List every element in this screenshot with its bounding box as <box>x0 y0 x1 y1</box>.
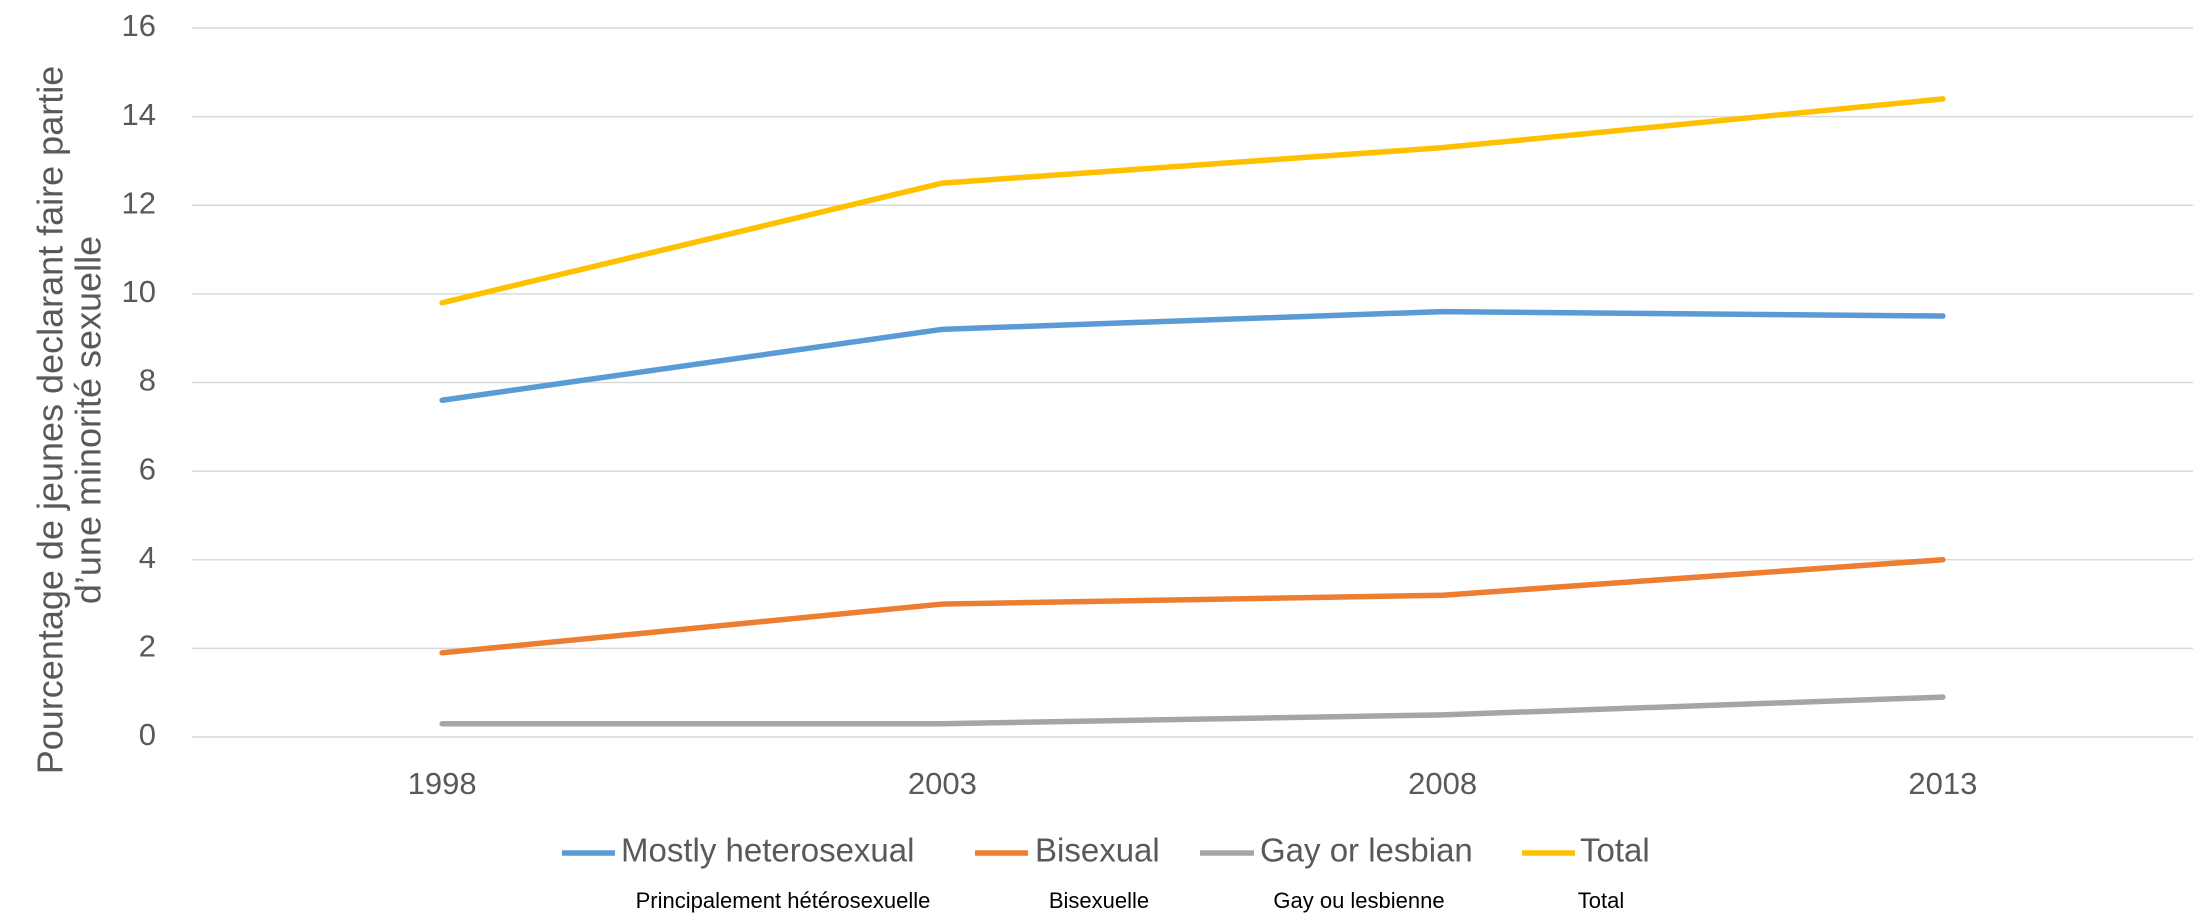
y-tick-label: 16 <box>122 8 156 43</box>
legend-translation: Bisexuelle <box>1049 888 1149 913</box>
y-tick-label: 2 <box>139 629 156 664</box>
series-line <box>439 96 1946 306</box>
y-axis-label-line: d’une minorité sexuelle <box>68 236 109 604</box>
x-tick-label: 2003 <box>908 766 977 801</box>
y-tick-label: 8 <box>139 363 156 398</box>
x-tick-label: 2008 <box>1408 766 1477 801</box>
y-tick-label: 12 <box>122 185 156 220</box>
y-axis-label-line: Pourcentage de jeunes declarant faire pa… <box>30 66 71 774</box>
legend-label: Mostly heterosexual <box>621 832 914 869</box>
y-tick-label: 6 <box>139 451 156 486</box>
y-tick-label: 4 <box>139 540 156 575</box>
legend-label: Gay or lesbian <box>1260 832 1473 869</box>
legend-translation: Principalement hétérosexuelle <box>636 888 931 913</box>
x-tick-label: 2013 <box>1908 766 1977 801</box>
legend-translation: Gay ou lesbienne <box>1273 888 1444 913</box>
series-line <box>439 694 1946 727</box>
y-tick-label: 0 <box>139 717 156 752</box>
y-axis-label: Pourcentage de jeunes declarant faire pa… <box>30 66 109 774</box>
legend-label: Total <box>1580 832 1650 869</box>
y-tick-label: 10 <box>122 274 156 309</box>
x-tick-label: 1998 <box>408 766 477 801</box>
legend-label: Bisexual <box>1035 832 1160 869</box>
legend-translation: Total <box>1578 888 1624 913</box>
y-tick-label: 14 <box>122 97 156 132</box>
series-line <box>439 557 1946 656</box>
series-line <box>439 308 1946 403</box>
